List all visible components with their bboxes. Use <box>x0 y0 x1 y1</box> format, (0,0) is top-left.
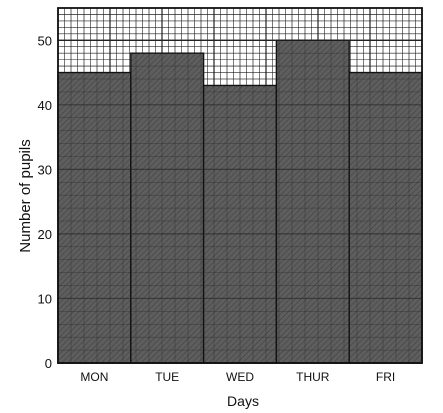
bar-fri <box>348 71 423 364</box>
x-tick-label: THUR <box>296 370 330 384</box>
y-axis-label: Number of pupils <box>17 139 34 252</box>
y-tick-label: 30 <box>38 162 52 177</box>
y-axis-ticks: 0 10 20 30 40 50 <box>38 33 52 371</box>
x-axis-label: Days <box>227 393 259 409</box>
y-tick-label: 50 <box>38 33 52 48</box>
y-tick-label: 10 <box>38 291 52 306</box>
bar-thur <box>275 39 350 364</box>
y-tick-label: 20 <box>38 227 52 242</box>
x-tick-label: TUE <box>155 370 179 384</box>
x-axis-ticks: MON TUE WED THUR FRI <box>80 370 395 384</box>
x-tick-label: FRI <box>376 370 395 384</box>
x-tick-label: WED <box>226 370 254 384</box>
y-tick-label: 40 <box>38 98 52 113</box>
grid-overlay <box>57 8 423 364</box>
y-tick-label: 0 <box>45 356 52 371</box>
bar-mon <box>57 71 132 364</box>
x-tick-label: MON <box>80 370 108 384</box>
plot-frame <box>57 7 423 364</box>
